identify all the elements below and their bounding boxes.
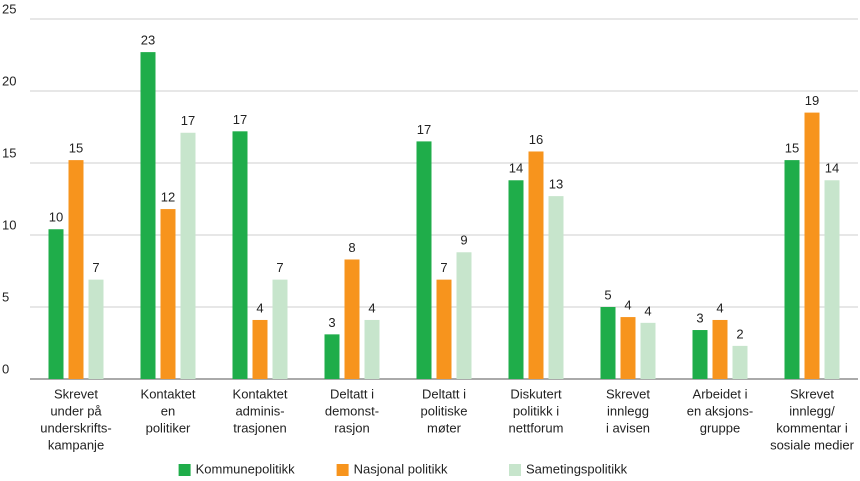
value-label: 15: [785, 141, 799, 156]
x-tick-label: Skrevet: [606, 386, 650, 401]
x-tick-label: kampanje: [48, 437, 104, 452]
bar: [364, 319, 380, 379]
value-label: 14: [509, 161, 523, 176]
value-label: 3: [328, 315, 335, 330]
x-tick-label: Diskutert: [510, 386, 562, 401]
y-tick-label: 25: [2, 1, 16, 16]
bar: [48, 229, 64, 379]
value-label: 4: [368, 300, 375, 315]
legend-swatch: [178, 464, 191, 476]
x-tick-label: Deltatt i: [422, 386, 466, 401]
bar: [160, 209, 176, 379]
value-label: 17: [233, 112, 247, 127]
y-tick-label: 5: [2, 289, 9, 304]
bar: [272, 279, 288, 379]
bar: [600, 307, 616, 379]
value-label: 5: [604, 287, 611, 302]
bar: [456, 252, 472, 379]
x-tick-label: møter: [427, 420, 462, 435]
value-label: 17: [181, 113, 195, 128]
x-tick-label: innlegg: [607, 403, 649, 418]
x-tick-label: politiker: [146, 420, 191, 435]
bar: [252, 319, 268, 379]
x-tick-label: gruppe: [700, 420, 740, 435]
value-label: 4: [716, 300, 723, 315]
x-tick-label: Kontaktet: [141, 386, 196, 401]
value-label: 8: [348, 240, 355, 255]
x-tick-label: adminis-: [235, 403, 284, 418]
bar: [824, 180, 840, 379]
x-tick-label: Kontaktet: [233, 386, 288, 401]
y-tick-label: 20: [2, 73, 16, 88]
value-label: 4: [256, 300, 263, 315]
bar: [140, 52, 156, 380]
value-label: 2: [736, 326, 743, 341]
x-tick-label: Arbeidet i: [693, 386, 748, 401]
value-label: 3: [696, 310, 703, 325]
legend-label: Sametingspolitikk: [526, 461, 628, 476]
x-tick-label: rasjon: [334, 420, 369, 435]
bar: [528, 151, 544, 379]
x-tick-label: sosiale medier: [770, 437, 854, 452]
y-tick-label: 0: [2, 361, 9, 376]
bar: [180, 132, 196, 379]
value-label: 4: [644, 303, 651, 318]
bar: [416, 141, 432, 379]
x-tick-label: kommentar i: [776, 420, 848, 435]
x-tick-label: Skrevet: [54, 386, 98, 401]
value-label: 13: [549, 177, 563, 192]
bar: [508, 180, 524, 379]
bar: [344, 259, 360, 379]
bar: [640, 322, 656, 379]
x-tick-label: nettforum: [509, 420, 564, 435]
x-tick-label: underskrifts-: [40, 420, 112, 435]
value-label: 7: [440, 260, 447, 275]
x-tick-label: Deltatt i: [330, 386, 374, 401]
bar: [804, 112, 820, 379]
bar: [620, 317, 636, 379]
value-label: 17: [417, 122, 431, 137]
bar: [68, 160, 84, 379]
x-tick-label: Skrevet: [790, 386, 834, 401]
legend-label: Kommunepolitikk: [196, 461, 295, 476]
value-label: 16: [529, 132, 543, 147]
bar: [732, 345, 748, 379]
y-tick-label: 10: [2, 217, 16, 232]
x-tick-label: en aksjons-: [687, 403, 753, 418]
bar: [712, 319, 728, 379]
value-label: 7: [92, 260, 99, 275]
bar: [324, 334, 340, 379]
y-tick-label: 15: [2, 145, 16, 160]
value-label: 19: [805, 93, 819, 108]
x-tick-label: politikk i: [513, 403, 559, 418]
bar: [784, 160, 800, 379]
value-label: 23: [141, 33, 155, 48]
legend-swatch: [509, 464, 521, 476]
value-label: 12: [161, 190, 175, 205]
value-label: 9: [460, 233, 467, 248]
value-label: 4: [624, 298, 631, 313]
legend-label: Nasjonal politikk: [354, 461, 448, 476]
value-label: 7: [276, 260, 283, 275]
legend-swatch: [336, 464, 349, 476]
value-label: 14: [825, 161, 839, 176]
x-tick-label: innlegg/: [789, 403, 835, 418]
bar: [88, 279, 104, 379]
bar: [232, 131, 248, 379]
x-tick-label: under på: [50, 403, 102, 418]
x-tick-label: demonst-: [325, 403, 379, 418]
x-tick-label: trasjonen: [233, 420, 286, 435]
bar: [436, 279, 452, 379]
x-tick-label: en: [161, 403, 175, 418]
x-tick-label: i avisen: [606, 420, 650, 435]
value-label: 15: [69, 141, 83, 156]
value-label: 10: [49, 210, 63, 225]
bar: [692, 330, 708, 379]
bar: [548, 196, 564, 379]
x-tick-label: politiske: [421, 403, 468, 418]
